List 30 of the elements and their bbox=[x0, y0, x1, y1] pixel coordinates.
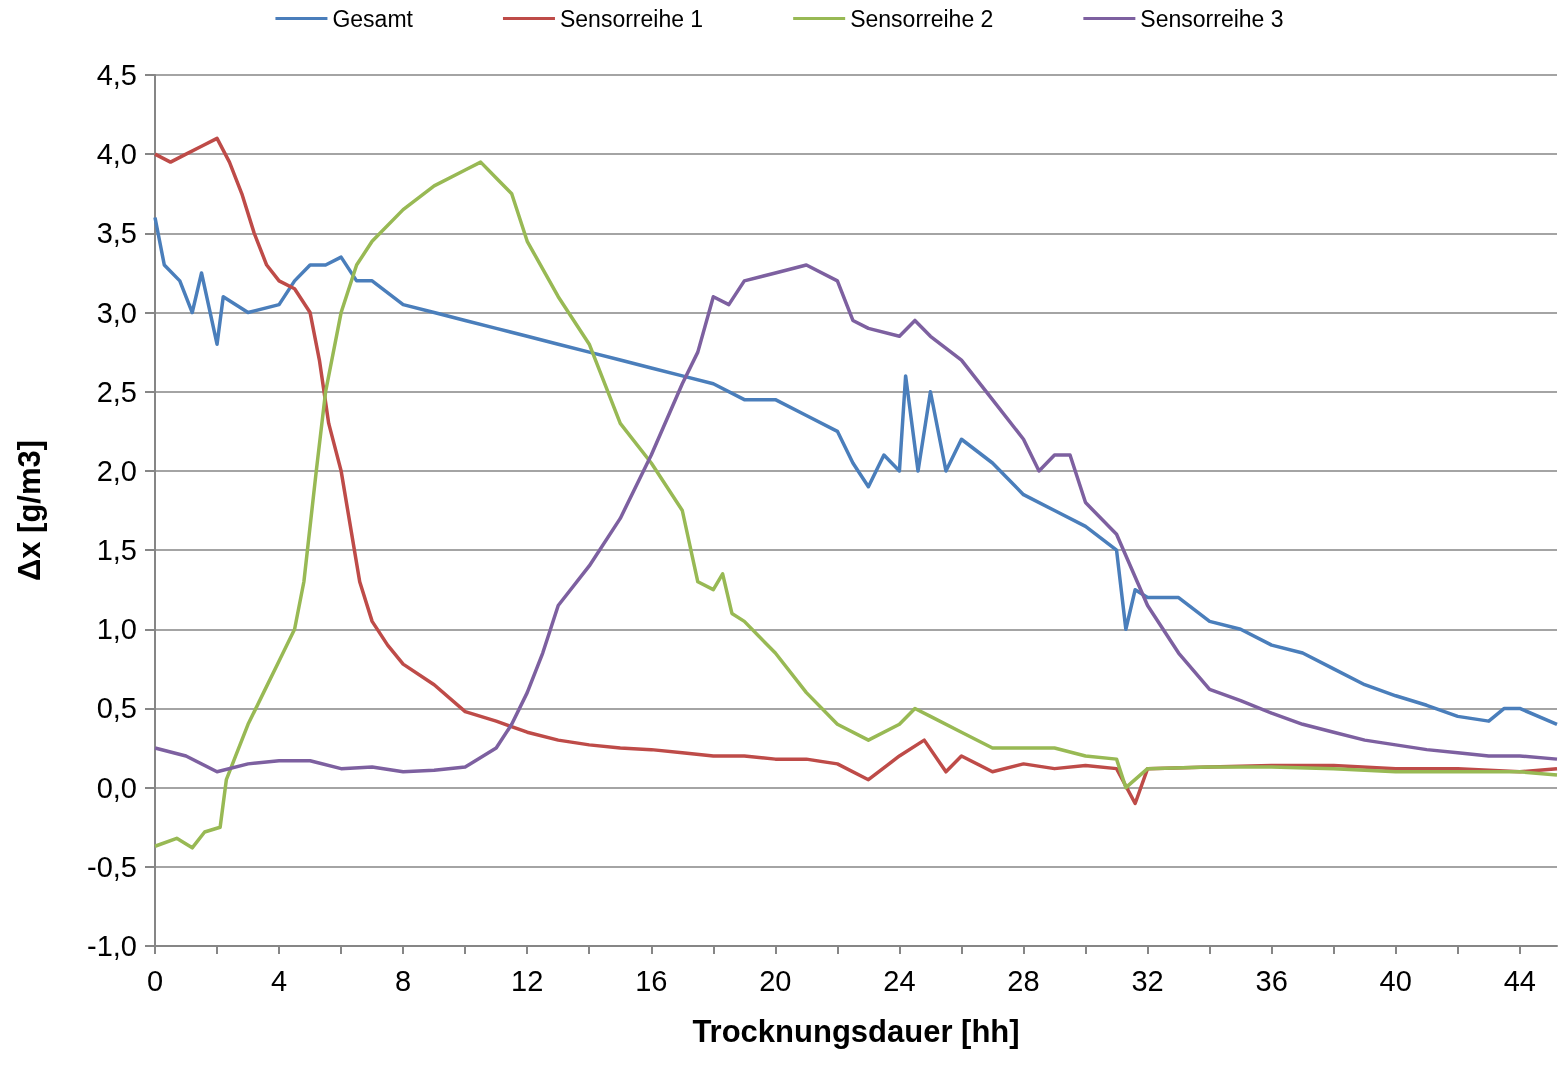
legend-label: Sensorreihe 2 bbox=[850, 5, 994, 32]
y-tick-label: 3,0 bbox=[96, 296, 137, 329]
x-tick-label: 16 bbox=[635, 964, 668, 997]
y-tick-label: 3,5 bbox=[96, 217, 137, 250]
y-tick-label: 4,5 bbox=[96, 59, 137, 91]
x-tick-label: 36 bbox=[1255, 964, 1288, 997]
legend-label: Sensorreihe 1 bbox=[559, 5, 704, 32]
x-tick-label: 20 bbox=[759, 964, 792, 997]
legend-label: Gesamt bbox=[332, 5, 414, 32]
y-tick-label: 1,0 bbox=[96, 613, 137, 646]
y-axis-title: Δx [g/m3] bbox=[12, 439, 47, 582]
x-tick-label: 4 bbox=[271, 964, 288, 997]
x-tick-label: 28 bbox=[1007, 964, 1040, 997]
x-tick-label: 0 bbox=[146, 964, 164, 997]
x-axis-title: Trocknungsdauer [hh] bbox=[692, 1014, 1020, 1049]
legend-label: Sensorreihe 3 bbox=[1140, 5, 1284, 32]
y-tick-label: 0,5 bbox=[96, 692, 137, 725]
y-tick-label: 4,0 bbox=[96, 138, 137, 171]
y-tick-label: 2,0 bbox=[96, 454, 137, 487]
x-tick-label: 40 bbox=[1379, 964, 1412, 997]
x-tick-label: 8 bbox=[395, 964, 412, 997]
y-tick-label: 1,5 bbox=[96, 534, 137, 567]
x-tick-label: 44 bbox=[1503, 964, 1536, 997]
y-tick-label: -1,0 bbox=[87, 930, 137, 962]
y-tick-label: 2,5 bbox=[96, 375, 137, 408]
x-tick-label: 12 bbox=[511, 964, 544, 997]
x-tick-label: 32 bbox=[1131, 964, 1164, 997]
y-tick-label: 0,0 bbox=[96, 771, 137, 804]
x-tick-label: 24 bbox=[883, 964, 916, 997]
y-tick-label: -0,5 bbox=[87, 850, 137, 883]
